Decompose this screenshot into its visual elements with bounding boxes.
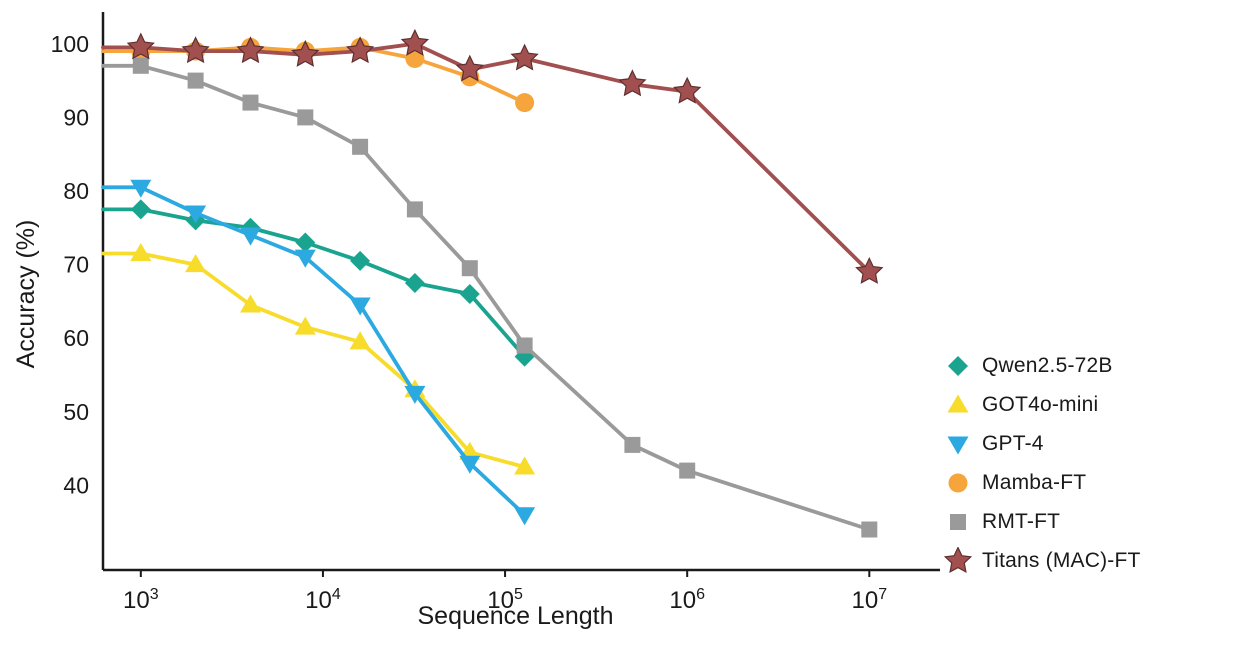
square-marker	[187, 72, 204, 89]
legend-item: Qwen2.5-72B	[944, 350, 1141, 382]
circle-marker	[515, 93, 535, 113]
legend-marker-icon	[947, 436, 969, 455]
legend-label: Qwen2.5-72B	[982, 354, 1113, 377]
square-marker	[132, 57, 149, 74]
y-tick-label: 70	[63, 252, 89, 278]
star-marker	[673, 76, 702, 104]
x-tick-label: 107	[852, 586, 888, 614]
legend-marker-icon	[948, 473, 968, 493]
circle-marker	[405, 49, 425, 68]
square-marker	[242, 94, 259, 111]
x-tick-label: 106	[669, 586, 705, 614]
triangle-up-marker	[947, 394, 969, 413]
x-axis-title: Sequence Length	[417, 602, 613, 630]
triangle-down-marker	[240, 227, 261, 246]
diamond-marker	[948, 356, 968, 376]
star-marker	[855, 257, 884, 284]
star-marker	[291, 39, 320, 67]
triangle-down-marker	[514, 507, 536, 526]
diamond-marker	[130, 199, 151, 220]
legend-item: GPT-4	[944, 428, 1141, 460]
triangle-down-marker	[459, 455, 481, 474]
legend-item: GOT4o-mini	[944, 389, 1141, 421]
star-marker	[510, 43, 539, 71]
star-marker	[236, 36, 265, 64]
series-line	[101, 251, 527, 469]
star-marker	[618, 69, 647, 97]
legend-item: Titans (MAC)-FT	[944, 545, 1141, 577]
triangle-down-marker	[404, 385, 426, 404]
diamond-marker	[459, 284, 480, 304]
x-tick-label: 103	[123, 586, 159, 614]
y-tick-label: 60	[63, 325, 89, 351]
star-marker	[944, 547, 972, 574]
square-marker	[679, 462, 696, 479]
star-marker	[455, 54, 484, 82]
square-marker	[406, 201, 423, 218]
diamond-marker	[295, 232, 316, 253]
square-marker	[516, 337, 533, 354]
triangle-down-marker	[947, 436, 969, 455]
triangle-down-marker	[294, 249, 316, 268]
triangle-up-marker	[514, 456, 536, 475]
legend-label: GPT-4	[982, 432, 1044, 455]
star-marker	[126, 32, 155, 60]
legend-item: Mamba-FT	[944, 467, 1141, 499]
square-marker	[861, 521, 878, 538]
star-marker	[181, 36, 210, 64]
series-line	[101, 63, 872, 532]
legend-marker-icon	[947, 394, 969, 413]
legend-item: RMT-FT	[944, 506, 1141, 538]
triangle-up-marker	[294, 316, 316, 335]
triangle-down-marker	[185, 205, 207, 224]
y-tick-label: 80	[63, 178, 89, 204]
legend-label: RMT-FT	[982, 510, 1061, 533]
legend: Qwen2.5-72B GOT4o-mini GPT-4 Mamba-FT RMT-FT…	[944, 350, 1141, 577]
square-marker	[950, 514, 966, 530]
legend-marker-icon	[950, 514, 966, 530]
triangle-down-marker	[349, 297, 371, 316]
square-marker	[461, 260, 478, 277]
star-marker	[345, 36, 375, 64]
triangle-up-marker	[130, 243, 152, 262]
x-tick-label: 104	[305, 586, 341, 614]
triangle-up-marker	[185, 254, 207, 273]
star-marker	[400, 28, 430, 56]
legend-marker-icon	[944, 547, 972, 574]
y-tick-label: 90	[63, 104, 89, 130]
y-tick-label: 50	[63, 399, 89, 425]
triangle-up-marker	[349, 331, 371, 350]
legend-label: Mamba-FT	[982, 471, 1087, 494]
legend-label: GOT4o-mini	[982, 393, 1099, 416]
y-axis-title: Accuracy (%)	[12, 220, 40, 369]
square-marker	[352, 138, 369, 155]
square-marker	[297, 109, 314, 126]
legend-marker-icon	[948, 356, 968, 376]
y-tick-label: 40	[63, 472, 89, 498]
series-line	[101, 41, 872, 274]
diamond-marker	[404, 273, 425, 293]
square-marker	[624, 436, 641, 453]
legend-label: Titans (MAC)-FT	[982, 549, 1141, 572]
diamond-marker	[350, 250, 371, 271]
triangle-up-marker	[240, 294, 261, 313]
circle-marker	[948, 473, 968, 493]
triangle-down-marker	[130, 179, 152, 198]
series-line	[101, 185, 527, 517]
y-tick-label: 100	[51, 31, 89, 57]
